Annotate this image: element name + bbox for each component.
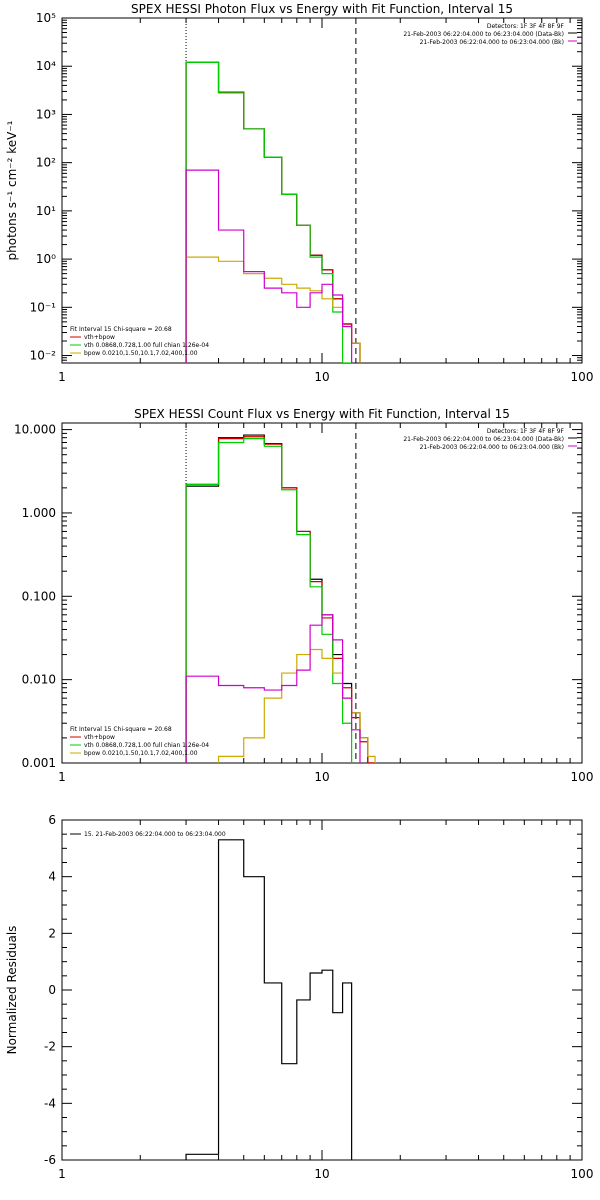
info-line: 21-Feb-2003 06:22:04.000 to 06:23:04.000… (403, 436, 564, 443)
y-tick-label: 0.010 (22, 673, 56, 687)
legend-entry: bpow 0.0210,1.50,10.1,7.02,400,1.00 (84, 350, 198, 357)
series-group (185, 61, 361, 363)
info-line: 21-Feb-2003 06:22:04.000 to 06:23:04.000… (420, 444, 564, 451)
y-tick-label: -6 (44, 1153, 56, 1167)
x-tick-label: 1 (58, 1167, 66, 1181)
x-tick-label: 10 (314, 770, 329, 784)
legend-entry: Fit Interval 15 Chi-square = 20.68 (70, 726, 172, 733)
y-axis-label: Normalized Residuals (5, 926, 19, 1055)
legend-entry: vth+bpow (84, 734, 115, 741)
y-tick-label: -4 (44, 1096, 56, 1110)
series-1-line (185, 61, 361, 363)
y-tick-label: 10³ (36, 107, 56, 121)
y-tick-label: 10⁻² (30, 349, 57, 363)
y-tick-label: -2 (44, 1040, 56, 1054)
y-tick-label: 10⁴ (36, 59, 56, 73)
legend-entry: vth 0.0868,0.728,1.00 full chian 1.26e-0… (84, 742, 209, 749)
series-5-line (185, 614, 361, 763)
y-tick-label: 10⁻¹ (30, 300, 57, 314)
info-line: Detectors: 1F 3F 4F 8F 9F (487, 428, 565, 435)
y-tick-label: 4 (48, 870, 56, 884)
y-tick-label: 10¹ (36, 204, 56, 218)
series-2-line (185, 61, 361, 363)
chart-panel-3: 1 10 100 -6 -4 -2 0 2 4 6 Normalized Residuals 15. … (5, 813, 593, 1181)
y-tick-label: 10⁰ (36, 252, 56, 266)
y-tick-label: 1.000 (22, 506, 56, 520)
series-1-line (185, 839, 353, 1160)
x-tick-label: 1 (58, 370, 66, 384)
series-3-line (185, 61, 352, 363)
info-line: 21-Feb-2003 06:22:04.000 to 06:23:04.000… (403, 31, 564, 38)
plot-frame (61, 17, 583, 364)
series-3-line (185, 437, 353, 763)
y-tick-label: 6 (48, 813, 56, 827)
y-tick-label: 2 (48, 926, 56, 940)
y-tick-label: 0.001 (22, 756, 56, 770)
y-tick-label: 0.100 (22, 589, 56, 603)
y-axis-label: photons s⁻¹ cm⁻² keV⁻¹ (5, 120, 19, 260)
legend-entry: vth 0.0868,0.728,1.00 full chian 1.26e-0… (84, 342, 209, 349)
legend-entry: vth+bpow (84, 334, 115, 341)
info-line: 21-Feb-2003 06:22:04.000 to 06:23:04.000… (420, 39, 564, 46)
x-tick-label: 1 (58, 770, 66, 784)
series-4-line (185, 256, 361, 363)
plot-frame (61, 819, 583, 1161)
series-group (185, 434, 376, 763)
x-tick-label: 10 (314, 1167, 329, 1181)
x-tick-label: 10 (314, 370, 329, 384)
x-tick-label: 100 (571, 770, 594, 784)
legend-entry: bpow 0.0210,1.50,10.1,7.02,400,1.00 (84, 750, 198, 757)
chart-title: SPEX HESSI Count Flux vs Energy with Fit… (134, 407, 510, 421)
chart-title: SPEX HESSI Photon Flux vs Energy with Fi… (131, 2, 513, 16)
series-5-line (185, 169, 353, 363)
info-line: Detectors: 1F 3F 4F 8F 9F (487, 23, 565, 30)
y-tick-label: 10² (36, 156, 56, 170)
series-group (185, 839, 353, 1160)
x-tick-label: 100 (571, 1167, 594, 1181)
x-tick-label: 100 (571, 370, 594, 384)
chart-panel-1: SPEX HESSI Photon Flux vs Energy with Fi… (5, 2, 593, 384)
legend-entry: Fit Interval 15 Chi-square = 20.68 (70, 326, 172, 333)
legend-entry: 15. 21-Feb-2003 06:22:04.000 to 06:23:04… (84, 831, 226, 838)
y-tick-label: 10.000 (14, 423, 56, 437)
chart-panel-2: SPEX HESSI Count Flux vs Energy with Fit… (14, 407, 593, 784)
y-tick-label: 0 (48, 983, 56, 997)
y-tick-label: 10⁵ (36, 11, 56, 25)
